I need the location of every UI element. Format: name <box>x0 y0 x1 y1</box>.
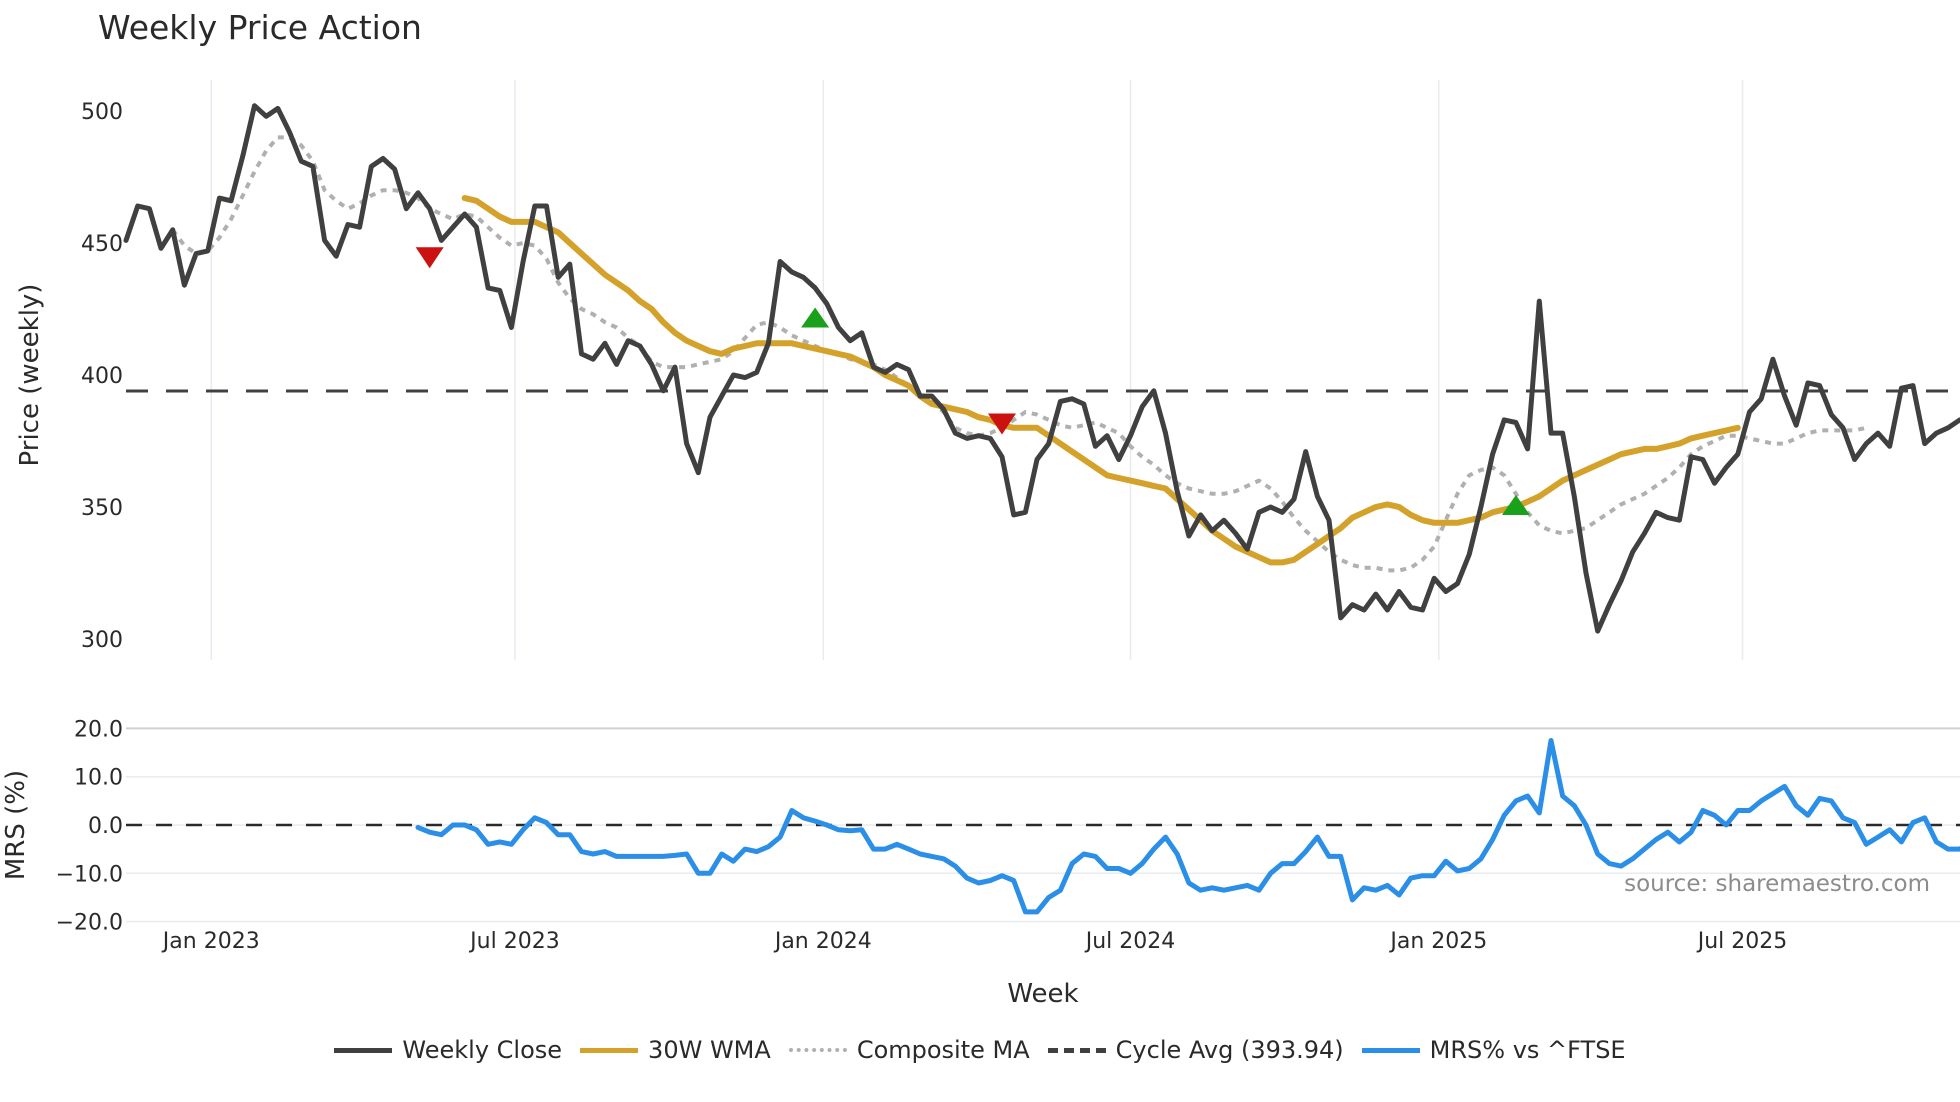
price-plot-area[interactable] <box>123 103 1960 634</box>
legend-item-mrs-vs-ftse[interactable]: MRS% vs ^FTSE <box>1361 1036 1626 1064</box>
x-tick-label: Jul 2023 <box>468 929 560 954</box>
signal-markers <box>415 247 1530 515</box>
legend-item-cycle-avg-393-94[interactable]: Cycle Avg (393.94) <box>1047 1036 1344 1064</box>
x-tick-label: Jan 2023 <box>161 929 260 954</box>
mrs-y-axis: 20.0 10.0 0.0 −10.0 −20.0 <box>56 717 123 935</box>
y-tick-label: 350 <box>81 496 123 521</box>
y-tick-label: 20.0 <box>74 717 123 742</box>
series-mrs-vs-ftse <box>415 738 1960 915</box>
legend-label: 30W WMA <box>648 1036 771 1064</box>
legend-label: Weekly Close <box>402 1036 563 1064</box>
price-grid <box>210 80 1744 660</box>
legend-item-30w-wma[interactable]: 30W WMA <box>580 1036 771 1064</box>
x-tick-label: Jan 2025 <box>1388 929 1487 954</box>
sell-signal-down-triangle-icon <box>415 247 444 269</box>
y-tick-label: −20.0 <box>56 911 123 936</box>
mrs-plot-area[interactable] <box>126 738 1960 915</box>
y-tick-label: 500 <box>81 100 123 125</box>
legend-item-weekly-close[interactable]: Weekly Close <box>334 1036 562 1064</box>
chart-title: Weekly Price Action <box>98 8 422 47</box>
mrs-y-axis-title: MRS (%) <box>1 770 31 880</box>
legend: Weekly Close 30W WMA Composite MA Cycle Avg… <box>0 1036 1960 1064</box>
legend-swatch-icon <box>788 1048 847 1052</box>
y-tick-label: 450 <box>81 232 123 257</box>
legend-label: MRS% vs ^FTSE <box>1429 1036 1626 1064</box>
legend-item-composite-ma[interactable]: Composite MA <box>788 1036 1030 1064</box>
y-tick-label: 0.0 <box>88 814 123 839</box>
series-weekly-close <box>123 103 1960 634</box>
y-tick-label: 400 <box>81 364 123 389</box>
x-axis-title: Week <box>1007 979 1078 1009</box>
y-tick-label: 10.0 <box>74 766 123 791</box>
y-tick-label: −10.0 <box>56 862 123 887</box>
series-composite-ma <box>171 135 1867 573</box>
legend-swatch-icon <box>1047 1047 1106 1053</box>
source-annotation: source: sharemaestro.com <box>1624 871 1930 897</box>
legend-swatch-icon <box>580 1047 639 1053</box>
buy-signal-up-triangle-icon <box>1501 495 1530 515</box>
buy-signal-up-triangle-icon <box>801 307 830 328</box>
legend-label: Cycle Avg (393.94) <box>1115 1036 1344 1064</box>
series-30w-wma <box>461 195 1741 566</box>
x-axis: Jan 2023 Jul 2023 Jan 2024 Jul 2024 Jan 2025… <box>161 929 1787 954</box>
x-tick-label: Jul 2025 <box>1696 929 1788 954</box>
x-tick-label: Jan 2024 <box>773 929 872 954</box>
price-y-axis: 300 350 400 450 500 <box>81 100 123 653</box>
legend-swatch-icon <box>1361 1047 1420 1053</box>
sell-signal-down-triangle-icon <box>988 413 1016 435</box>
legend-label: Composite MA <box>856 1036 1030 1064</box>
price-y-axis-title: Price (weekly) <box>15 284 45 467</box>
x-tick-label: Jul 2024 <box>1084 929 1176 954</box>
y-tick-label: 300 <box>81 628 123 653</box>
legend-swatch-icon <box>334 1047 393 1053</box>
